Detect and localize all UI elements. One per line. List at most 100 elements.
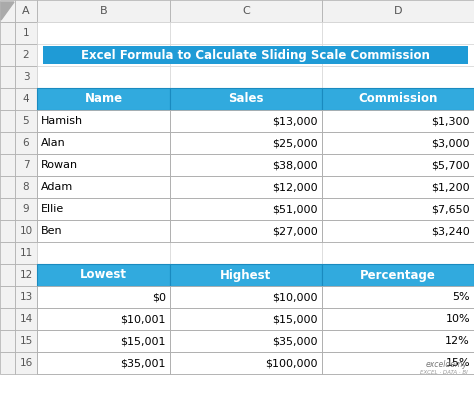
Bar — [0, 66, 15, 88]
Bar — [37, 154, 170, 176]
Bar — [322, 264, 474, 286]
Bar — [170, 132, 322, 154]
Text: Lowest: Lowest — [80, 269, 127, 282]
Bar — [322, 264, 474, 286]
Bar — [37, 22, 170, 44]
Bar — [15, 198, 37, 220]
Bar — [15, 154, 37, 176]
Bar — [0, 308, 15, 330]
Bar — [170, 22, 322, 44]
Bar — [322, 176, 474, 198]
Bar — [0, 110, 15, 132]
Text: 10: 10 — [19, 226, 33, 236]
Text: Percentage: Percentage — [360, 269, 436, 282]
Bar — [37, 110, 170, 132]
Text: 9: 9 — [23, 204, 29, 214]
Bar — [170, 110, 322, 132]
Bar — [15, 264, 37, 286]
Bar — [322, 198, 474, 220]
Bar — [322, 198, 474, 220]
Bar — [170, 220, 322, 242]
Bar — [322, 308, 474, 330]
Text: 13: 13 — [19, 292, 33, 302]
Bar — [37, 176, 170, 198]
Bar — [15, 66, 37, 88]
Text: 12: 12 — [19, 270, 33, 280]
Text: $1,300: $1,300 — [431, 116, 470, 126]
Bar — [37, 352, 170, 374]
Text: Highest: Highest — [220, 269, 272, 282]
Bar — [37, 132, 170, 154]
Bar — [170, 154, 322, 176]
Text: Ellie: Ellie — [41, 204, 64, 214]
Bar — [0, 176, 15, 198]
Bar — [322, 352, 474, 374]
Text: $51,000: $51,000 — [273, 204, 318, 214]
Bar — [322, 110, 474, 132]
Bar — [15, 176, 37, 198]
Bar — [37, 352, 170, 374]
Bar — [37, 154, 170, 176]
Bar — [15, 242, 37, 264]
Text: 16: 16 — [19, 358, 33, 368]
Bar — [322, 22, 474, 44]
Bar — [170, 220, 322, 242]
Text: $35,000: $35,000 — [273, 336, 318, 346]
Bar — [37, 264, 170, 286]
Bar — [0, 286, 15, 308]
Bar — [0, 132, 15, 154]
Bar — [322, 88, 474, 110]
Bar — [170, 0, 322, 22]
Bar — [0, 264, 15, 286]
Bar — [170, 110, 322, 132]
Bar — [0, 0, 15, 22]
Bar — [37, 308, 170, 330]
Bar — [170, 308, 322, 330]
Bar — [0, 22, 15, 44]
Bar — [170, 198, 322, 220]
Bar — [322, 154, 474, 176]
Bar — [37, 132, 170, 154]
Bar — [37, 88, 170, 110]
Text: 7: 7 — [23, 160, 29, 170]
Bar — [0, 44, 15, 66]
Bar — [170, 330, 322, 352]
Bar — [0, 198, 15, 220]
Bar — [37, 330, 170, 352]
Text: Ben: Ben — [41, 226, 63, 236]
Text: 5: 5 — [23, 116, 29, 126]
Bar — [37, 110, 170, 132]
Text: Hamish: Hamish — [41, 116, 83, 126]
Text: $100,000: $100,000 — [265, 358, 318, 368]
Bar — [15, 286, 37, 308]
Bar — [37, 220, 170, 242]
Bar — [15, 352, 37, 374]
Text: 6: 6 — [23, 138, 29, 148]
Text: $15,000: $15,000 — [273, 314, 318, 324]
Bar — [322, 330, 474, 352]
Bar — [322, 308, 474, 330]
Bar — [170, 198, 322, 220]
Text: 5%: 5% — [452, 292, 470, 302]
Bar — [37, 286, 170, 308]
Bar — [15, 220, 37, 242]
Text: exceldemy: exceldemy — [426, 360, 468, 369]
Text: Commission: Commission — [358, 92, 438, 105]
Text: $38,000: $38,000 — [273, 160, 318, 170]
Bar — [170, 330, 322, 352]
Bar — [322, 132, 474, 154]
Bar — [322, 132, 474, 154]
Bar — [322, 220, 474, 242]
Bar — [170, 154, 322, 176]
Bar — [0, 352, 15, 374]
Text: $15,001: $15,001 — [120, 336, 166, 346]
Text: 3: 3 — [23, 72, 29, 82]
Bar — [170, 66, 322, 88]
Bar — [43, 46, 468, 64]
Bar — [170, 286, 322, 308]
Text: A: A — [22, 6, 30, 16]
Bar — [322, 330, 474, 352]
Bar — [322, 110, 474, 132]
Text: Name: Name — [84, 92, 123, 105]
Text: Adam: Adam — [41, 182, 73, 192]
